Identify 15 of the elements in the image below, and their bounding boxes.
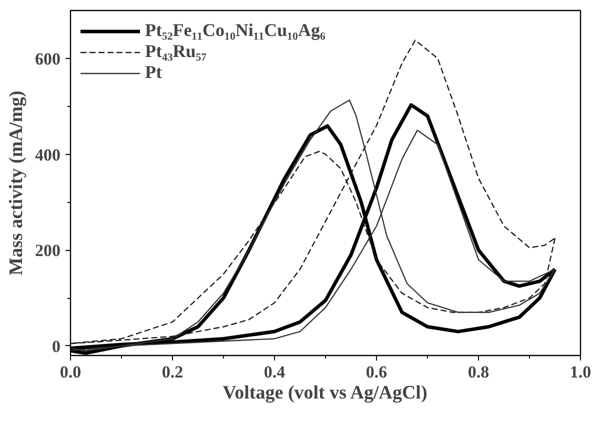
legend-label: Pt₅₂Fe₁₁Co₁₀Ni₁₁Cu₁₀Ag₆	[145, 20, 326, 41]
x-tick-label: 1.0	[570, 362, 592, 382]
x-tick-label: 0.2	[162, 362, 184, 382]
y-axis-title: Mass activity (mA/mg)	[6, 90, 27, 276]
legend-label: Pt₄₃Ru₅₇	[145, 41, 207, 62]
x-tick-label: 0.4	[264, 362, 286, 382]
x-tick-label: 0.0	[60, 362, 82, 382]
y-tick-label: 600	[35, 49, 60, 68]
x-tick-label: 0.8	[468, 362, 490, 382]
x-tick-label: 0.6	[366, 362, 388, 382]
x-axis-title: Voltage (volt vs Ag/AgCl)	[222, 382, 428, 404]
y-tick-label: 200	[35, 241, 60, 260]
legend-label: Pt	[145, 62, 163, 83]
y-tick-label: 400	[35, 145, 60, 164]
y-tick-label: 0	[52, 336, 60, 356]
